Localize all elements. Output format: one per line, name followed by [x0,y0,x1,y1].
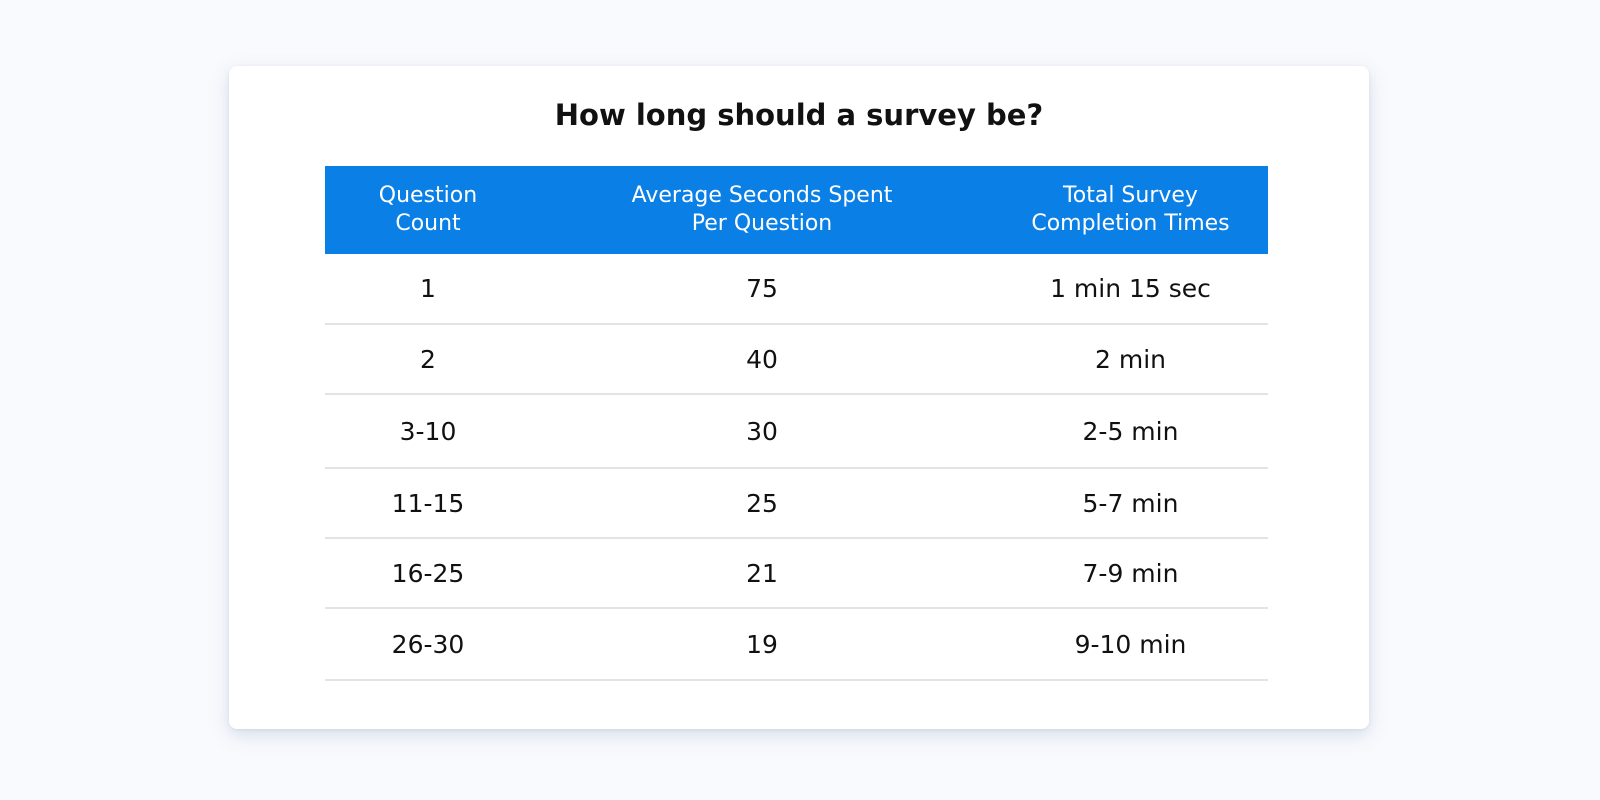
cell-question-count: 3-10 [325,394,531,469]
header-total-completion-time: Total Survey Completion Times [1031,183,1230,236]
table-row: 16-25 21 7-9 min [325,538,1268,609]
cell-completion-time: 2-5 min [993,394,1268,469]
survey-length-card: How long should a survey be? Question Co… [229,66,1369,729]
cell-question-count: 2 [325,324,531,395]
table-header: Question Count Average Seconds Spent Per… [325,166,1268,254]
cell-completion-time: 5-7 min [993,468,1268,539]
cell-average-seconds: 75 [531,254,993,325]
cell-average-seconds: 21 [531,538,993,609]
cell-average-seconds: 40 [531,324,993,395]
table-row: 11-15 25 5-7 min [325,468,1268,539]
header-question-count: Question Count [378,183,478,236]
header-average-seconds: Average Seconds Spent Per Question [631,183,893,236]
table-row: 26-30 19 9-10 min [325,608,1268,681]
cell-completion-time: 7-9 min [993,538,1268,609]
cell-question-count: 1 [325,254,531,325]
cell-completion-time: 1 min 15 sec [993,254,1268,325]
header-row: Question Count Average Seconds Spent Per… [325,166,1268,254]
cell-average-seconds: 30 [531,394,993,469]
cell-question-count: 16-25 [325,538,531,609]
table-row: 3-10 30 2-5 min [325,394,1268,469]
cell-completion-time: 9-10 min [993,608,1268,681]
cell-question-count: 26-30 [325,608,531,681]
table-row: 2 40 2 min [325,324,1268,395]
card-title: How long should a survey be? [554,98,1044,132]
cell-completion-time: 2 min [993,324,1268,395]
survey-length-table: Question Count Average Seconds Spent Per… [325,166,1268,681]
cell-average-seconds: 19 [531,608,993,681]
cell-average-seconds: 25 [531,468,993,539]
cell-question-count: 11-15 [325,468,531,539]
table-row: 1 75 1 min 15 sec [325,254,1268,325]
